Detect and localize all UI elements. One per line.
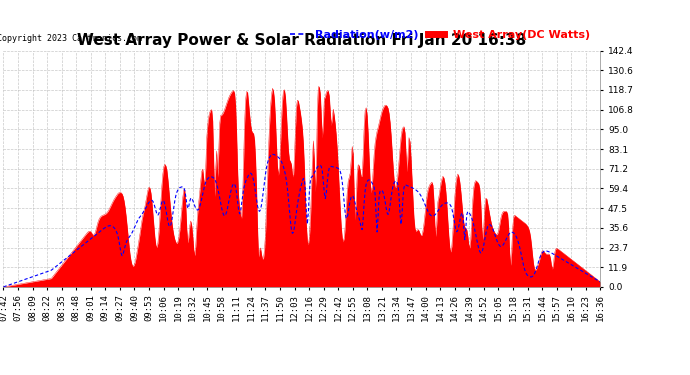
Title: West Array Power & Solar Radiation Fri Jan 20 16:38: West Array Power & Solar Radiation Fri J…: [77, 33, 526, 48]
Legend: Radiation(w/m2), West Array(DC Watts): Radiation(w/m2), West Array(DC Watts): [285, 26, 595, 44]
Text: Copyright 2023 Cartronics.com: Copyright 2023 Cartronics.com: [0, 34, 142, 43]
